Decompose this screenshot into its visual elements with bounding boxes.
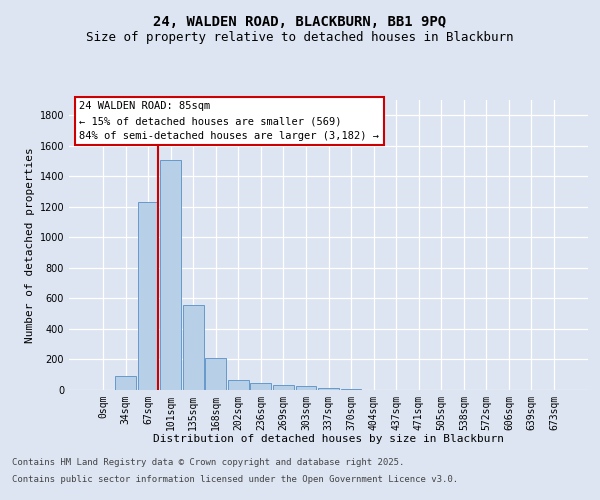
Bar: [341, 389, 361, 390]
Bar: [205, 358, 226, 390]
X-axis label: Distribution of detached houses by size in Blackburn: Distribution of detached houses by size …: [153, 434, 504, 444]
Bar: [228, 380, 248, 390]
Bar: [273, 384, 294, 390]
Text: 24, WALDEN ROAD, BLACKBURN, BB1 9PQ: 24, WALDEN ROAD, BLACKBURN, BB1 9PQ: [154, 16, 446, 30]
Bar: [250, 383, 271, 390]
Text: Contains public sector information licensed under the Open Government Licence v3: Contains public sector information licen…: [12, 476, 458, 484]
Bar: [137, 202, 158, 390]
Text: 24 WALDEN ROAD: 85sqm
← 15% of detached houses are smaller (569)
84% of semi-det: 24 WALDEN ROAD: 85sqm ← 15% of detached …: [79, 102, 379, 141]
Bar: [183, 304, 203, 390]
Bar: [160, 160, 181, 390]
Bar: [115, 376, 136, 390]
Text: Contains HM Land Registry data © Crown copyright and database right 2025.: Contains HM Land Registry data © Crown c…: [12, 458, 404, 467]
Y-axis label: Number of detached properties: Number of detached properties: [25, 147, 35, 343]
Bar: [296, 386, 316, 390]
Text: Size of property relative to detached houses in Blackburn: Size of property relative to detached ho…: [86, 31, 514, 44]
Bar: [318, 388, 339, 390]
